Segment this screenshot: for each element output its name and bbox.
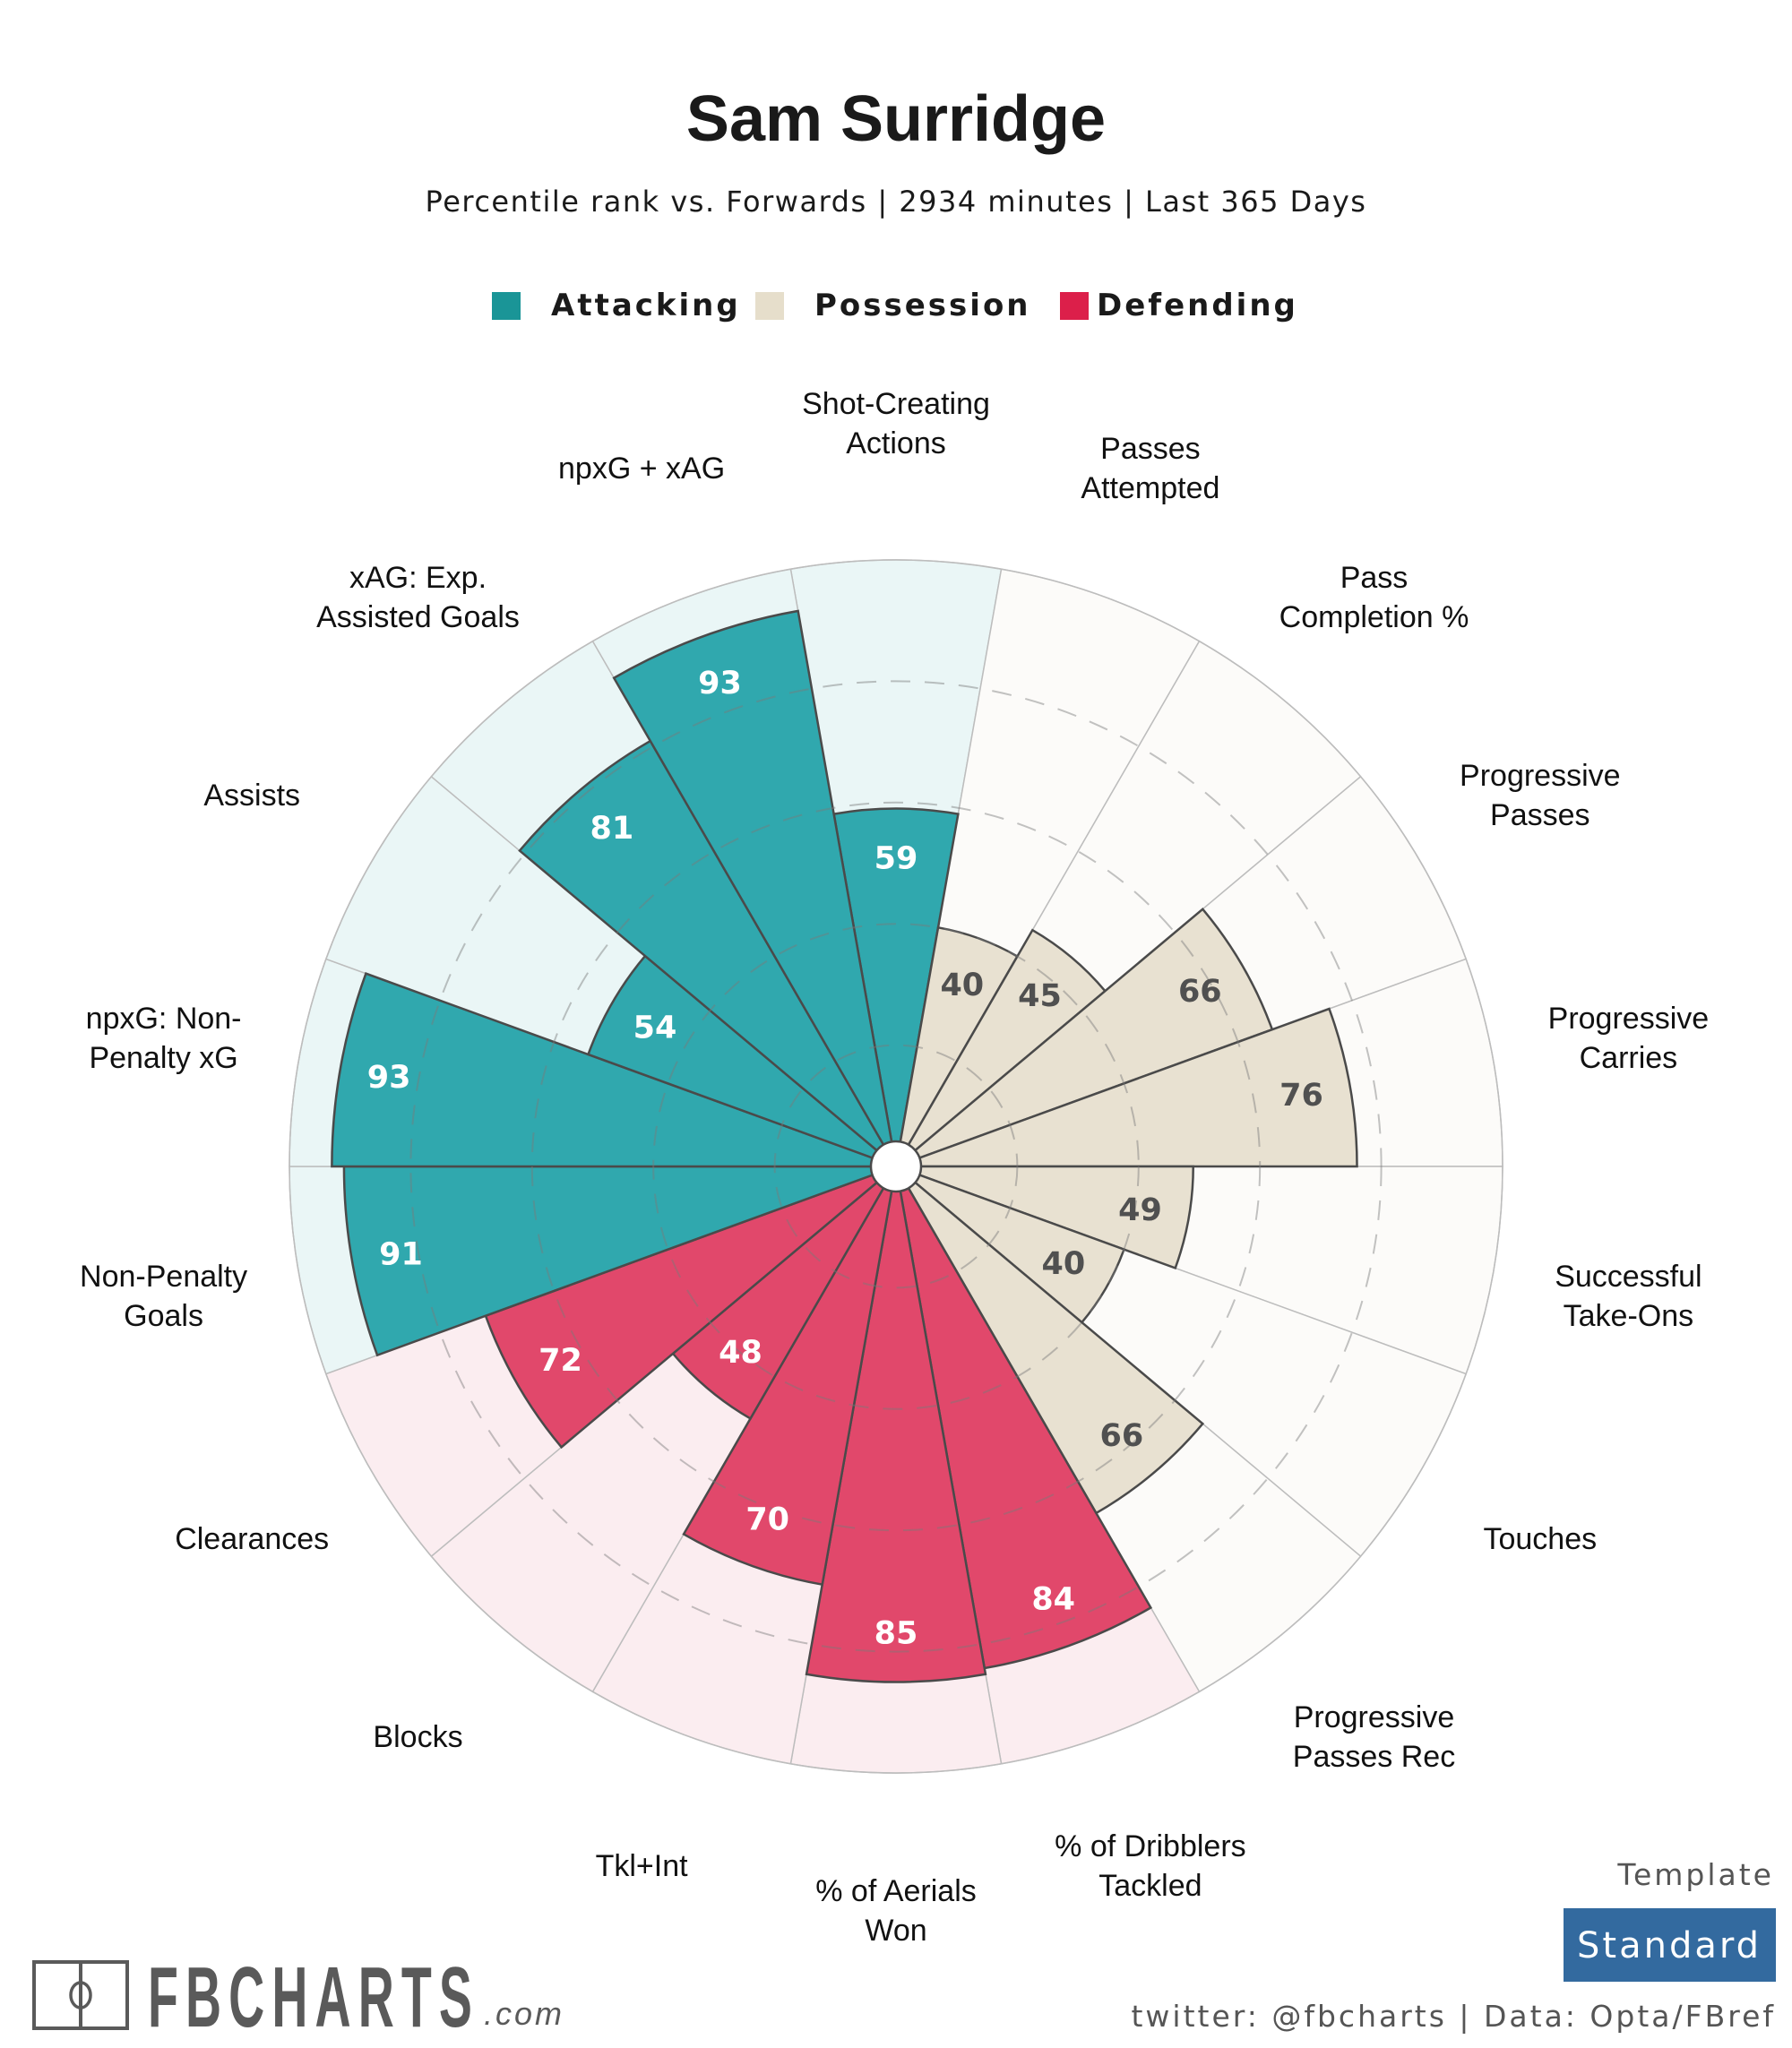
category-label-passes-attempted: Passes Attempted [1081, 432, 1219, 505]
center-hole [869, 1140, 923, 1193]
value-label-passes-attempted: 40 [940, 968, 984, 1003]
value-label-of-dribblers-tackled: 84 [1031, 1582, 1075, 1618]
category-labels: Shot-Creating Actions Passes Attempted Pass C… [80, 387, 1709, 1948]
legend: Attacking Possession Defending [492, 288, 1298, 323]
value-label-tkl-int: 70 [745, 1502, 789, 1538]
category-label-successful-take-ons: Successful Take-Ons [1555, 1260, 1702, 1333]
category-label-tkl-int: Tkl+Int [596, 1849, 689, 1883]
grid-ring-80 [409, 680, 1383, 1653]
category-label-npxg-non-penalty-xg: npxG: Non-Penalty xG [86, 1002, 242, 1075]
value-label-clearances: 72 [538, 1343, 582, 1379]
logo-wordmark: FBCHARTS [148, 1949, 479, 2045]
bar-non-penalty-goals [342, 1165, 897, 1357]
logo-suffix: .com [484, 1995, 564, 2032]
template-label: Template [1616, 1857, 1774, 1892]
legend-swatch-defending [1060, 292, 1089, 320]
category-label-of-dribblers-tackled: % of Dribblers Tackled [1055, 1829, 1246, 1903]
pitch-icon [32, 1960, 129, 2030]
bar-npxg-non-penalty-xg [331, 972, 897, 1168]
grid-ring-20 [773, 1044, 1019, 1289]
bar-progressive-passes-rec [894, 1166, 1205, 1515]
category-label-npxg-xag: npxG + xAG [558, 452, 725, 486]
category-label-progressive-carries: Progressive Carries [1548, 1002, 1710, 1075]
legend-label-attacking: Attacking [551, 288, 741, 323]
value-label-blocks: 48 [719, 1335, 762, 1371]
bar-tkl-int [682, 1166, 898, 1587]
bars [331, 609, 1358, 1683]
category-label-progressive-passes: Progressive Passes [1460, 759, 1621, 832]
legend-swatch-possession [755, 292, 784, 320]
bar-progressive-passes [895, 908, 1274, 1168]
bar-of-dribblers-tackled [894, 1166, 1153, 1670]
value-label-pass-completion: 45 [1018, 978, 1062, 1014]
value-label-progressive-carries: 76 [1279, 1078, 1323, 1114]
fbcharts-logo: FBCHARTS .com [32, 1949, 564, 2045]
value-label-npxg-non-penalty-xg: 93 [367, 1060, 411, 1096]
value-label-touches: 40 [1042, 1246, 1086, 1282]
value-label-non-penalty-goals: 91 [379, 1236, 423, 1272]
chart-title: Sam Surridge [686, 83, 1106, 155]
bar-progressive-carries [895, 1007, 1358, 1168]
value-label-of-aerials-won: 85 [874, 1616, 918, 1652]
bar-npxg-xag [612, 609, 898, 1167]
category-label-shot-creating-actions: Shot-Creating Actions [802, 387, 990, 460]
legend-label-defending: Defending [1097, 288, 1298, 323]
bar-successful-take-ons [895, 1165, 1194, 1270]
category-label-non-penalty-goals: Non-Penalty Goals [80, 1260, 247, 1333]
category-label-pass-completion: Pass Completion % [1279, 561, 1469, 634]
bar-shot-creating-actions [832, 807, 960, 1167]
value-labels: 59 40 45 66 76 49 40 66 84 85 70 48 72 91 93 54 81 93 [367, 666, 1323, 1652]
legend-swatch-attacking [492, 292, 521, 320]
grid-ring-40 [652, 923, 1140, 1410]
category-label-clearances: Clearances [175, 1522, 329, 1556]
template-value: Standard [1577, 1925, 1762, 1966]
value-label-xag-exp-assisted-goals: 81 [590, 811, 634, 847]
value-label-successful-take-ons: 49 [1118, 1192, 1162, 1228]
grid-ring-60 [530, 801, 1262, 1532]
value-label-npxg-xag: 93 [698, 666, 742, 701]
bar-xag-exp-assisted-goals [518, 739, 898, 1167]
bar-of-aerials-won [805, 1166, 987, 1683]
bar-clearances [484, 1165, 897, 1450]
category-label-of-aerials-won: % of Aerials Won [815, 1874, 977, 1948]
value-label-assists: 54 [633, 1011, 677, 1046]
value-label-shot-creating-actions: 59 [874, 841, 918, 877]
outer-ring [289, 559, 1503, 1774]
category-label-progressive-passes-rec: Progressive Passes Rec [1293, 1700, 1455, 1774]
grid-rings [409, 680, 1383, 1653]
chart-subtitle: Percentile rank vs. Forwards | 2934 minu… [426, 185, 1367, 219]
value-label-progressive-passes: 66 [1178, 974, 1222, 1010]
category-label-assists: Assists [203, 779, 300, 813]
value-label-progressive-passes-rec: 66 [1100, 1418, 1144, 1454]
category-label-touches: Touches [1483, 1522, 1597, 1556]
credit-line: twitter: @fbcharts | Data: Opta/FBref [1131, 1999, 1776, 2034]
legend-label-possession: Possession [814, 288, 1031, 323]
template-badge [1564, 1908, 1776, 1982]
category-label-blocks: Blocks [373, 1720, 462, 1754]
category-label-xag-exp-assisted-goals: xAG: Exp. Assisted Goals [316, 561, 520, 634]
bar-assists [586, 954, 897, 1168]
